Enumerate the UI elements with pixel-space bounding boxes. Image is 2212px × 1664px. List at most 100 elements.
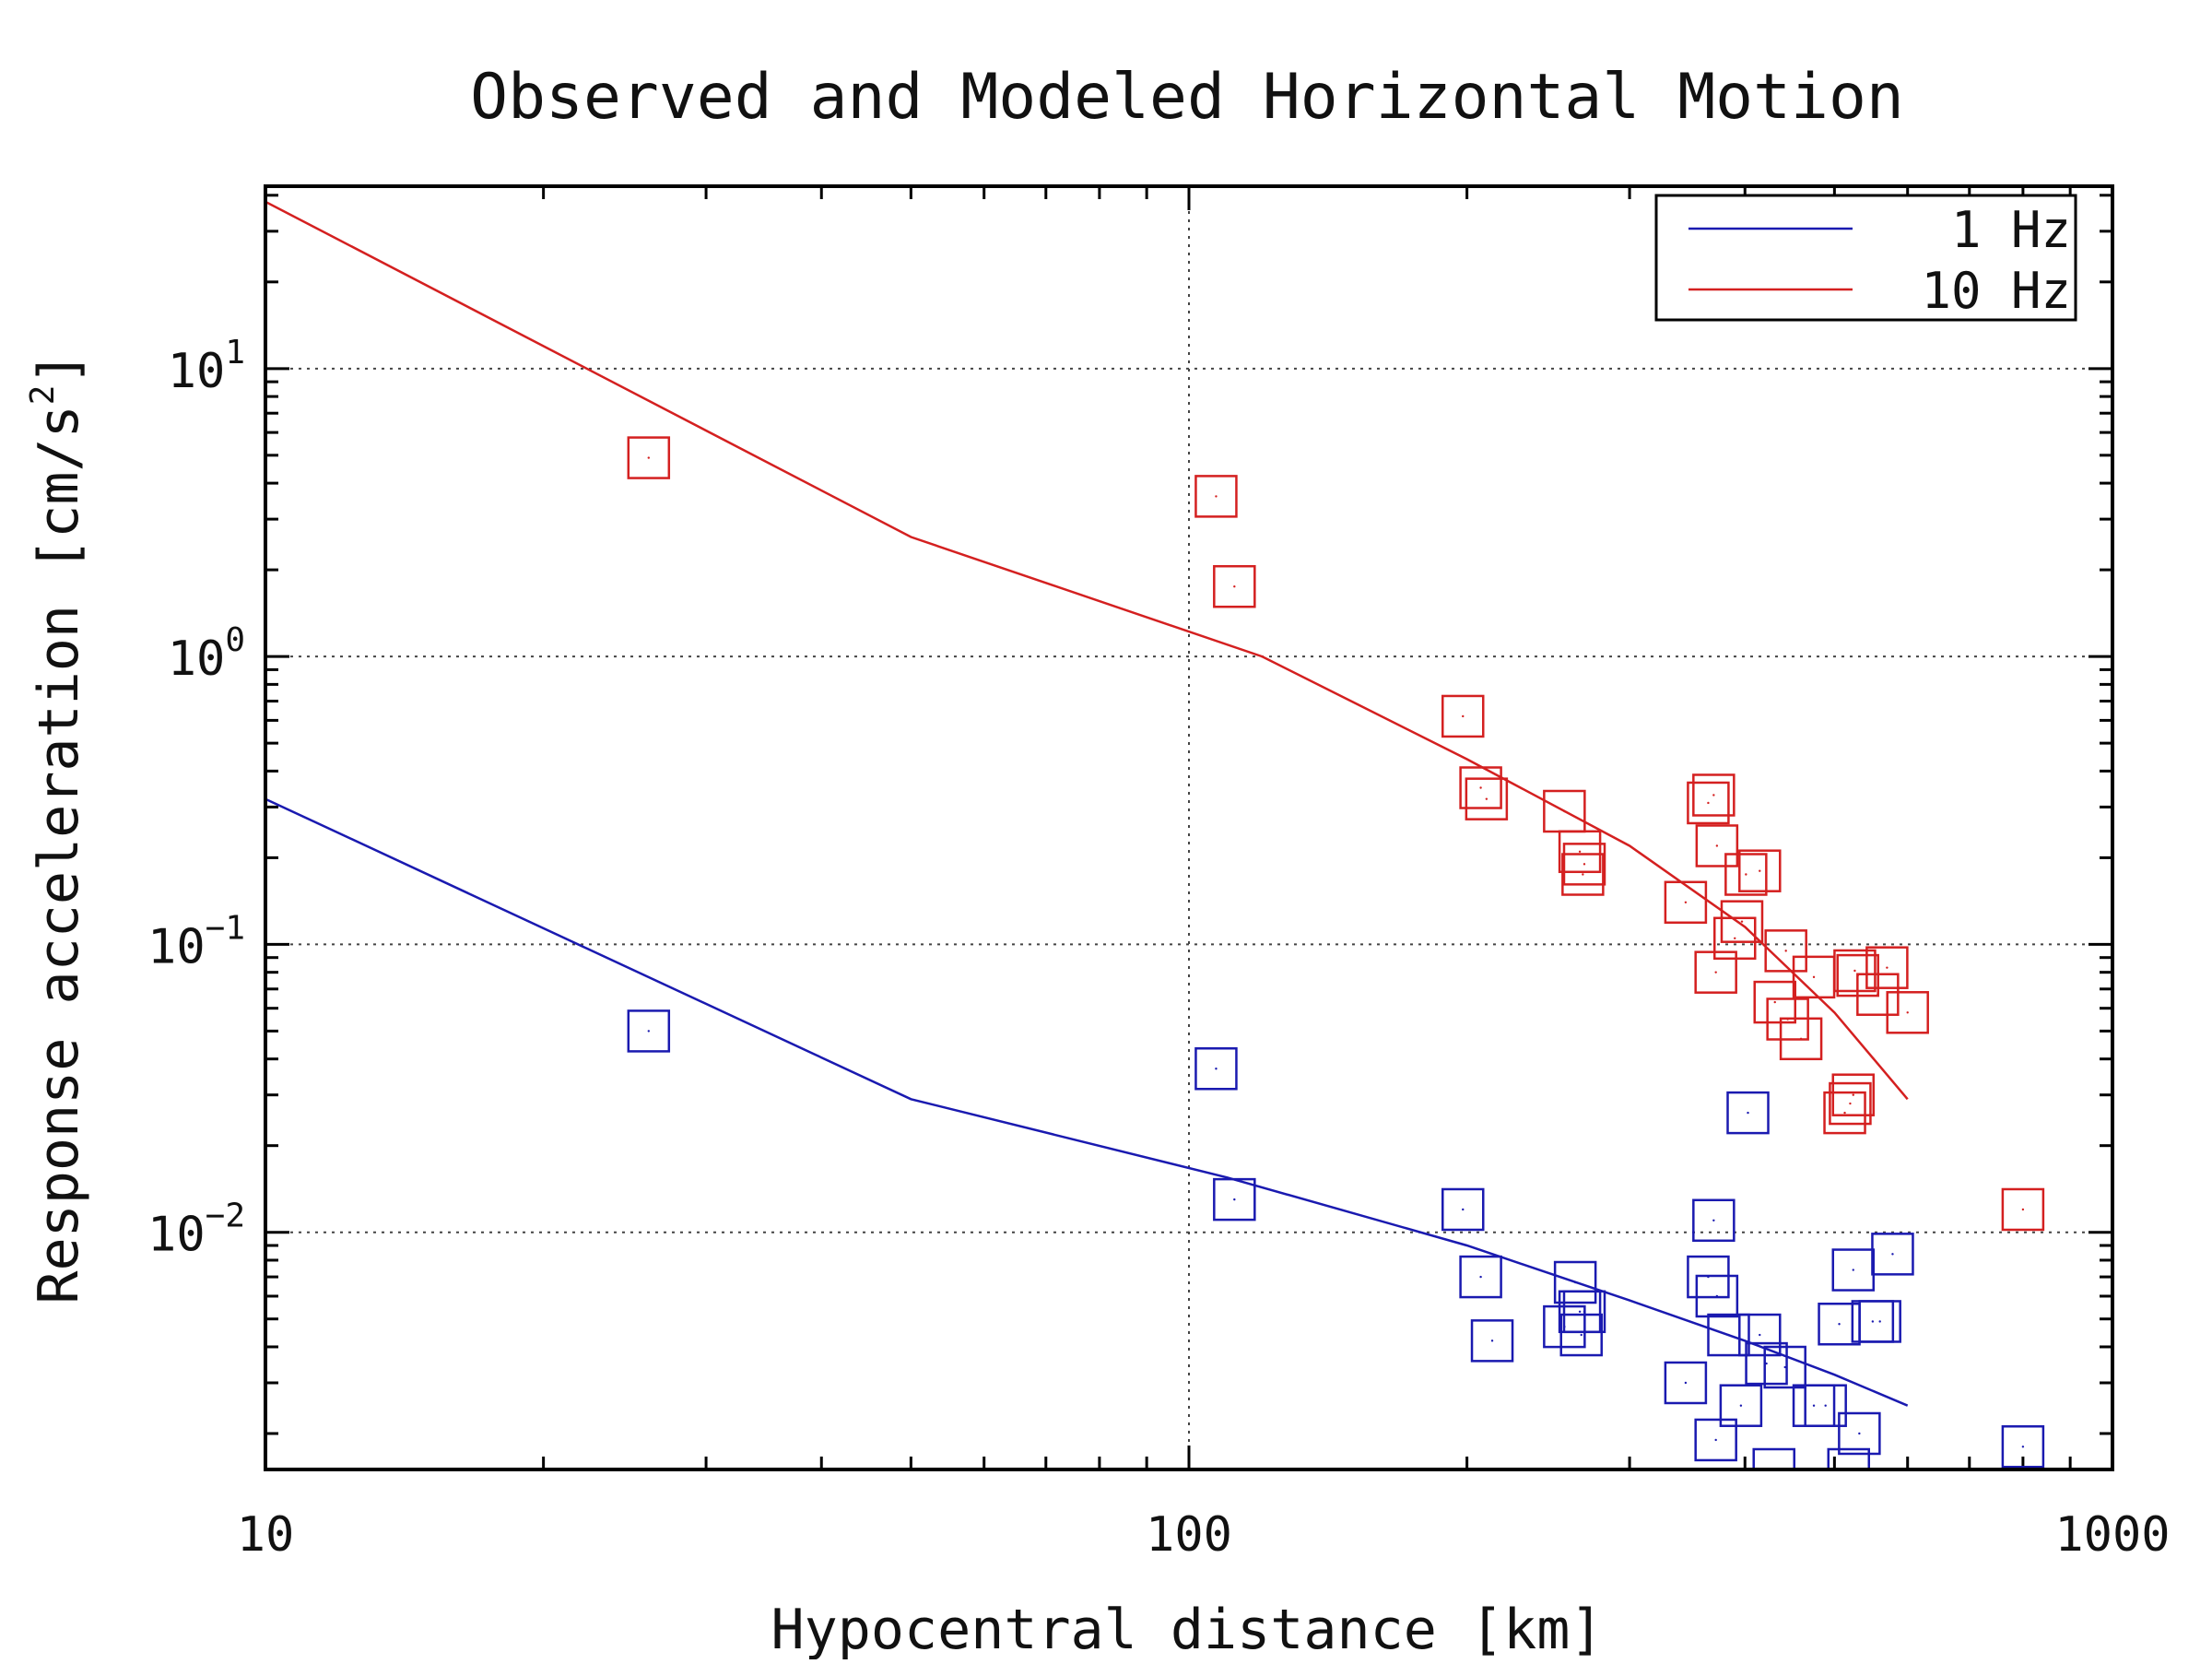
observed-point-center-10hz (1479, 786, 1482, 789)
y-tick-label-exponent: −2 (206, 1198, 245, 1235)
observed-point-10hz (1441, 694, 1485, 738)
observed-point-center-1hz (1583, 1310, 1586, 1314)
observed-point-10hz (1459, 766, 1502, 809)
observed-point-center-1hz (1712, 1219, 1715, 1221)
y-tick-label: 10−1 (147, 909, 245, 974)
x-tick-labels: 10 100 1000 (237, 1507, 2171, 1563)
observed-point-1hz (1871, 1233, 1914, 1276)
observed-point-center-10hz (1578, 850, 1582, 853)
series-layer (265, 200, 2045, 1469)
observed-point-center-1hz (1852, 1269, 1854, 1271)
observed-point-center-1hz (1714, 1438, 1717, 1442)
observed-point-10hz (1823, 1091, 1866, 1135)
observed-point-1hz (1752, 1447, 1795, 1469)
observed-point-center-10hz (1849, 1102, 1852, 1105)
observed-point-1hz (1804, 1384, 1847, 1427)
y-tick-label: 101 (168, 334, 245, 399)
y-tick-label: 100 (168, 621, 245, 687)
observed-point-1hz (627, 1009, 671, 1053)
observed-point-10hz (1561, 853, 1605, 896)
y-tick-label-exponent: 1 (225, 334, 245, 372)
observed-point-1hz (1858, 1300, 1901, 1343)
observed-point-center-10hz (1886, 966, 1888, 969)
observed-point-center-1hz (1812, 1404, 1816, 1407)
observed-point-center-10hz (1734, 937, 1736, 939)
observed-point-center-10hz (1853, 969, 1856, 973)
observed-point-1hz (1738, 1313, 1782, 1357)
observed-point-center-10hz (1784, 950, 1787, 952)
observed-point-center-10hz (1852, 1093, 1854, 1096)
observed-point-1hz (1827, 1447, 1871, 1469)
observed-point-10hz (1694, 950, 1737, 994)
observed-point-center-10hz (1715, 844, 1719, 847)
observed-point-10hz (1558, 830, 1602, 874)
observed-point-center-10hz (1906, 1011, 1909, 1014)
observed-point-center-10hz (1215, 495, 1218, 498)
observed-point-10hz (1886, 991, 1929, 1034)
observed-point-center-10hz (1583, 863, 1586, 866)
observed-point-10hz (1687, 781, 1730, 825)
observed-point-center-1hz (1747, 1111, 1749, 1115)
observed-point-center-1hz (1573, 1280, 1577, 1284)
y-tick-label-base: 10 (168, 631, 226, 687)
observed-point-center-10hz (1707, 801, 1710, 805)
observed-point-1hz (1441, 1187, 1485, 1232)
observed-point-1hz (1664, 1361, 1708, 1405)
observed-point-center-10hz (1877, 993, 1879, 996)
observed-point-1hz (1695, 1274, 1739, 1318)
observed-point-center-1hz (1858, 1432, 1861, 1435)
observed-point-10hz (1764, 929, 1807, 973)
observed-point-center-10hz (1740, 920, 1744, 923)
observed-point-center-10hz (1462, 714, 1465, 718)
x-tick-label: 100 (1146, 1507, 1232, 1563)
observed-point-center-10hz (647, 456, 651, 459)
observed-point-center-1hz (1580, 1333, 1583, 1337)
observed-point-center-10hz (1759, 869, 1761, 872)
y-axis-label: Response acceleration [cm/s2] (24, 351, 91, 1304)
observed-point-10hz (1664, 880, 1708, 925)
observed-point-center-1hz (1215, 1068, 1218, 1070)
observed-point-10hz (1856, 973, 1900, 1016)
observed-point-center-10hz (2021, 1208, 2025, 1211)
y-axis-label-main: Response acceleration [cm/s (27, 405, 91, 1304)
observed-point-center-1hz (1479, 1275, 1482, 1279)
legend-box (1654, 194, 2077, 322)
observed-point-1hz (1831, 1248, 1876, 1292)
observed-point-10hz (1833, 949, 1877, 993)
observed-point-10hz (1720, 900, 1764, 943)
observed-point-center-10hz (1582, 873, 1584, 876)
observed-point-center-10hz (1799, 1037, 1803, 1041)
observed-point-10hz (1213, 564, 1256, 608)
y-axis-label-superscript: 2 (24, 385, 62, 406)
observed-point-10hz (1194, 475, 1238, 518)
y-tick-label-base: 10 (147, 1208, 206, 1263)
observed-point-10hz (1692, 773, 1735, 817)
observed-point-10hz (1865, 946, 1909, 989)
observed-point-center-10hz (1684, 901, 1688, 903)
observed-point-10hz (1695, 824, 1739, 867)
observed-point-center-1hz (1490, 1339, 1494, 1342)
observed-point-10hz (1779, 1017, 1823, 1061)
grid-layer (265, 186, 2112, 1469)
observed-point-center-1hz (1838, 1323, 1841, 1326)
observed-point-center-1hz (1739, 1404, 1743, 1407)
model-line-10hz (265, 200, 1909, 1101)
y-axis-label-suffix: ] (27, 351, 91, 384)
y-tick-label-exponent: 0 (225, 621, 245, 659)
legend-label-1hz: 1 Hz (1951, 201, 2071, 259)
observed-point-10hz (1831, 1073, 1876, 1116)
observed-point-center-10hz (1563, 809, 1566, 813)
legend-label-10hz: 10 Hz (1921, 262, 2071, 320)
observed-point-center-10hz (1233, 585, 1236, 588)
observed-point-center-1hz (1759, 1333, 1761, 1337)
chart-title: Observed and Modeled Horizontal Motion (470, 61, 1904, 134)
y-tick-label-base: 10 (168, 344, 226, 399)
x-axis-label: Hypocentral distance [km] (771, 1598, 1603, 1659)
observed-point-1hz (1194, 1047, 1238, 1091)
observed-point-center-10hz (1485, 797, 1488, 800)
observed-point-1hz (1726, 1091, 1770, 1135)
observed-point-1hz (1838, 1411, 1881, 1456)
